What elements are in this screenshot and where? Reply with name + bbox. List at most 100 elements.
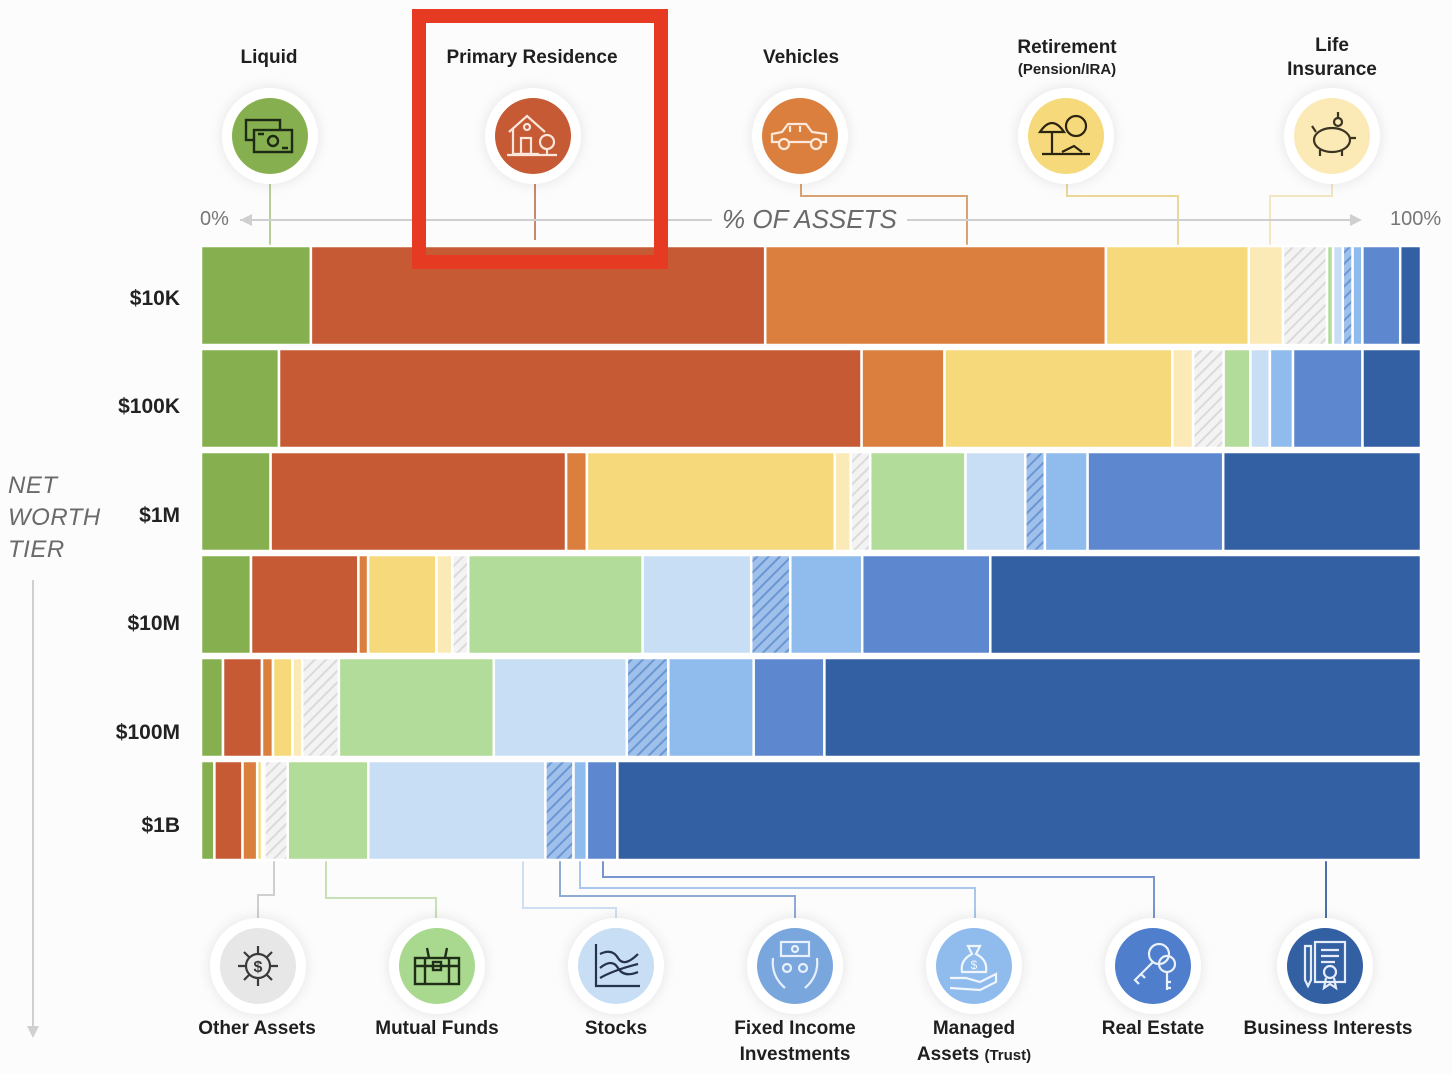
legend-label-other-assets: Other Assets (147, 1016, 367, 1042)
legend-label-vehicles: Vehicles (691, 46, 911, 70)
legend-icon-real-estate (1105, 918, 1201, 1014)
bar-segment-retirement-pension-ira (366, 553, 438, 656)
car-icon (770, 122, 828, 151)
stock-chart-icon (594, 944, 640, 988)
bar-segment-managed-assets-trust (789, 553, 864, 656)
legend-connectors (257, 176, 1333, 918)
legend-connector-line (579, 860, 976, 918)
bar-segment-business-interests (616, 759, 1423, 862)
bar-segment-real-estate (585, 759, 619, 862)
y-axis-title: NET WORTH TIER (8, 470, 101, 566)
legend-connector-line (1269, 176, 1333, 246)
legend-label-text: Other Assets (198, 1018, 316, 1039)
bar-segment-stocks (1249, 347, 1272, 450)
bar-segment-stocks (641, 553, 753, 656)
bar-segment-other-assets (301, 656, 341, 759)
bar-segment-primary-residence (221, 656, 264, 759)
bar-segment-other-assets (263, 759, 289, 862)
bar-segment-vehicles (260, 656, 275, 759)
bar-segment-business-interests (1398, 244, 1423, 347)
legend-icon-business-interests (1277, 918, 1373, 1014)
bar-segment-business-interests (1361, 347, 1423, 450)
legend-label-text: Vehicles (762, 47, 840, 68)
bar-segment-real-estate (1291, 347, 1364, 450)
bar-segment-retirement-pension-ira (943, 347, 1174, 450)
bar-segment-primary-residence (249, 553, 360, 656)
cash-icon (244, 118, 294, 154)
legend-label-text: Life (1315, 35, 1349, 56)
x-axis-min-label: 0% (200, 208, 229, 230)
x-axis-max-label: 100% (1390, 208, 1442, 230)
money-bag-hand-icon: $ (949, 944, 998, 992)
legend-label-text: Stocks (584, 1018, 648, 1039)
contract-icon (1303, 940, 1347, 991)
x-axis-title: % OF ASSETS (712, 204, 907, 235)
bar-segment-stocks (492, 656, 629, 759)
bar-segment-business-interests (823, 656, 1423, 759)
bar-segment-other-assets (1281, 244, 1329, 347)
legend-label-text: Retirement (1017, 37, 1117, 58)
dollar-network-icon: $ (238, 946, 278, 986)
bar-segment-mutual-funds (466, 553, 644, 656)
legend-label-text: Fixed Income (734, 1018, 856, 1039)
bar-segment-real-estate (1361, 244, 1402, 347)
bar-segment-liquid (199, 656, 225, 759)
bar-segment-mutual-funds (1222, 347, 1252, 450)
legend-label-stocks: Stocks (506, 1016, 726, 1042)
bar-segment-liquid (199, 553, 253, 656)
bar-segment-life-insurance (291, 656, 304, 759)
bar-segment-fixed-income-investments (1024, 450, 1047, 553)
legend-icon-retirement (1018, 88, 1114, 184)
bar-segment-primary-residence (213, 759, 244, 862)
legend-icon-life-insurance (1284, 88, 1380, 184)
tier-label: $10M (127, 612, 180, 635)
bar-segment-real-estate (1086, 450, 1225, 553)
bar-segment-real-estate (752, 656, 826, 759)
hands-money-icon (771, 940, 819, 989)
bars-group (199, 244, 1423, 862)
legend-label-text: Business Interests (1243, 1018, 1413, 1039)
bar-segment-primary-residence (277, 347, 863, 450)
tier-label: $1M (139, 504, 180, 527)
beach-umbrella-icon (1037, 114, 1090, 156)
y-axis-title-line: TIER (8, 536, 65, 563)
bar-segment-fixed-income-investments (1341, 244, 1354, 347)
treasure-chest-icon (413, 947, 461, 986)
legend-label-subtext-small: (Trust) (984, 1047, 1032, 1064)
bar-segment-vehicles (564, 450, 589, 553)
legend-label-retirement: Retirement (Pension/IRA) (957, 36, 1177, 80)
bar-segment-life-insurance (1247, 244, 1285, 347)
bar-segment-managed-assets-trust (1268, 347, 1295, 450)
bar-segment-managed-assets-trust (667, 656, 755, 759)
bar-segment-liquid (199, 759, 216, 862)
bar-segment-vehicles (357, 553, 370, 656)
bar-segment-managed-assets-trust (572, 759, 589, 862)
svg-text:$: $ (971, 958, 978, 972)
bar-segment-fixed-income-investments (625, 656, 670, 759)
legend-icon-mutual-funds (389, 918, 485, 1014)
legend-connector-line (522, 860, 617, 918)
bar-segment-life-insurance (435, 553, 454, 656)
bar-segment-managed-assets-trust (1351, 244, 1364, 347)
legend-label-business-interests: Business Interests (1218, 1016, 1438, 1042)
legend-label-primary-residence: Primary Residence (422, 46, 642, 70)
bar-segment-fixed-income-investments (544, 759, 575, 862)
y-axis-title-line: NET (8, 472, 58, 499)
legend-label-subtext: (Pension/IRA) (1017, 61, 1117, 78)
legend-label-subtext: Assets (916, 1044, 980, 1065)
legend-label-text: Liquid (240, 47, 298, 68)
legend-label-managed-assets: Managed Assets (Trust) (864, 1016, 1084, 1069)
bar-segment-liquid (199, 347, 281, 450)
bar-segment-managed-assets-trust (1043, 450, 1089, 553)
bar-segment-mutual-funds (337, 656, 496, 759)
arrow-down-icon (27, 1026, 39, 1038)
keys-icon (1133, 942, 1177, 990)
legend-connector-line (325, 860, 437, 918)
legend-label-mutual-funds: Mutual Funds (327, 1016, 547, 1042)
legend-label-subtext: Investments (739, 1044, 851, 1065)
house-icon (507, 114, 557, 157)
bar-segment-stocks (1331, 244, 1345, 347)
tier-label: $10K (129, 287, 180, 310)
bar-segment-liquid (199, 244, 313, 347)
